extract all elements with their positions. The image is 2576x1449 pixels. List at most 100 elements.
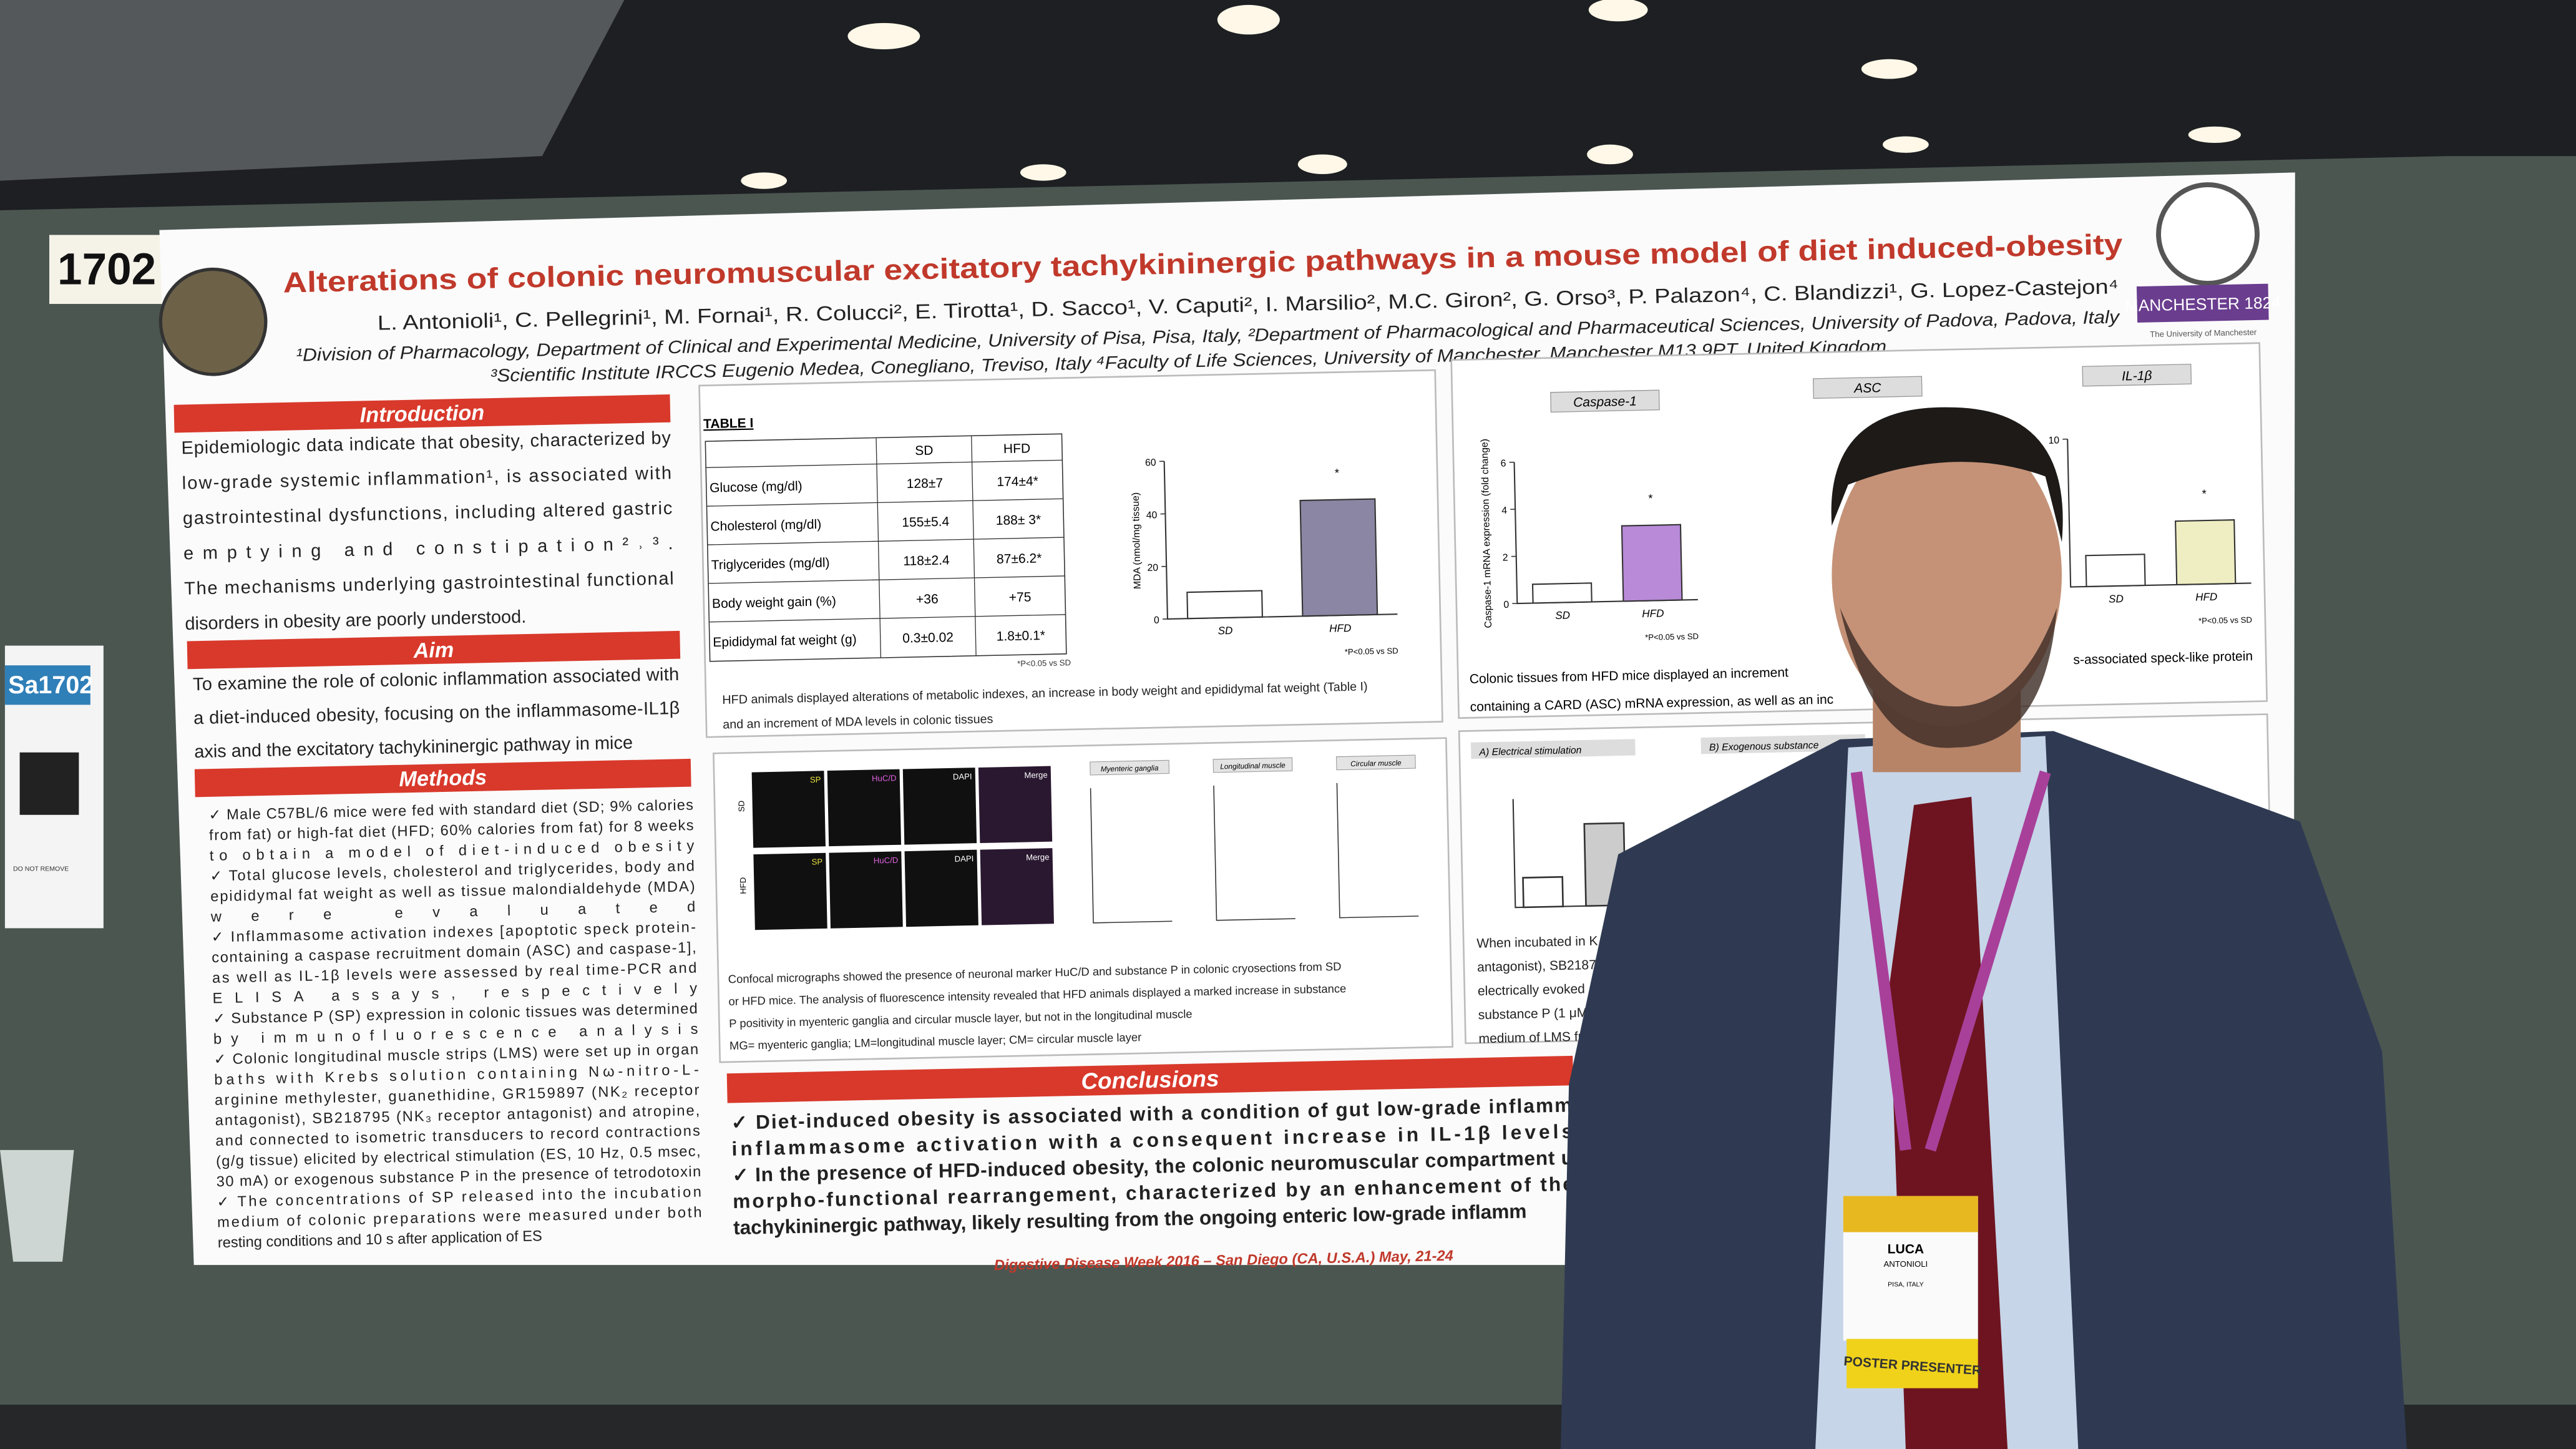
bar — [2175, 519, 2237, 586]
panel-label-box — [2082, 363, 2192, 387]
badge-band — [1843, 1196, 1978, 1232]
logo-box — [2136, 283, 2269, 323]
section: Conclusions — [726, 1055, 1574, 1103]
table-rule — [706, 498, 1063, 507]
channel-label: DAPI — [954, 854, 973, 864]
section: Introduction — [173, 394, 671, 433]
table-cell: 87±6.2* — [997, 551, 1042, 567]
university-seal — [159, 267, 268, 376]
y-tick-label: 60 — [1145, 457, 1156, 468]
table-cell: 174±4* — [997, 474, 1038, 489]
chart-title: Longitudinal muscle — [1220, 761, 1286, 771]
channel-label: HuC/D — [872, 773, 897, 783]
x-tick-label: SD — [1555, 610, 1570, 622]
y-tick-label: 0 — [1154, 615, 1159, 626]
table-cell: Body weight gain (%) — [712, 594, 836, 611]
text-line: antagonist), SB2187 — [1477, 958, 1596, 975]
channel-label: Merge — [1024, 770, 1048, 780]
axis — [1090, 788, 1173, 924]
il1b-chart: 10 SD HFD * *P<0.05 vs SD — [2048, 435, 2252, 625]
mda-chart: 0 20 40 60 MDA (nmol/mg tissue) SD HFD * *P<0.05… — [1131, 457, 1398, 656]
table-cell: Cholesterol (mg/dl) — [710, 517, 821, 534]
heading-bar — [194, 758, 691, 798]
bar — [1186, 590, 1264, 620]
bar — [1621, 524, 1683, 602]
light — [2188, 126, 2241, 144]
heading: Conclusions — [1081, 1066, 1219, 1095]
row-label: HFD — [738, 877, 748, 894]
chart-title: Myenteric ganglia — [1101, 763, 1159, 773]
table-rule — [709, 614, 1066, 623]
table-rule — [876, 437, 882, 658]
heading: Methods — [399, 766, 487, 791]
axis — [1336, 783, 1419, 919]
booth-number-card — [49, 235, 165, 305]
side-sign-note: DO NOT REMOVE — [13, 865, 69, 872]
table-caption: TABLE I — [703, 416, 754, 432]
text-line: electrically evoked — [1478, 982, 1585, 998]
chart-note: *P<0.05 vs SD — [1345, 646, 1398, 656]
micrograph — [753, 852, 827, 930]
text-line: medium of LMS fr — [1478, 1030, 1583, 1046]
table-cell: 155±5.4 — [902, 515, 950, 530]
light — [1861, 59, 1918, 79]
badge-last-name: ANTONIOLI — [1884, 1259, 1928, 1269]
table-rule — [971, 436, 977, 656]
qr-code — [19, 752, 79, 815]
table-cell: Triglycerides (mg/dl) — [711, 555, 829, 572]
side-sign-band — [4, 665, 90, 705]
ceiling-lights — [741, 0, 2241, 189]
bar — [1531, 582, 1593, 604]
y-tick-label: 10 — [2048, 435, 2059, 446]
panel-label: A) Electrical stimulation — [1478, 745, 1582, 758]
badge-first-name: LUCA — [1888, 1242, 1924, 1257]
bar — [2085, 554, 2146, 588]
section: Aim — [187, 630, 681, 670]
micrograph — [980, 848, 1054, 925]
bar — [1522, 876, 1564, 909]
micrograph — [904, 849, 978, 927]
table: SD HFD Glucose (mg/dl) 128±7 174±4* Cholester… — [705, 433, 1067, 662]
row-label: SD — [736, 801, 746, 812]
caspase-chart: 0 2 4 6 Caspase-1 mRNA expression (fold chan… — [1480, 439, 1699, 642]
y-tick-label: 20 — [1147, 563, 1158, 573]
university-seal-right — [2156, 182, 2260, 286]
table-cell: Epididymal fat weight (g) — [713, 632, 857, 650]
person: LUCA ANTONIOLI PISA, ITALY POSTER PRESEN… — [1561, 407, 2407, 1449]
axis — [1213, 785, 1295, 921]
micrograph — [978, 766, 1053, 844]
heading: Aim — [412, 638, 454, 663]
light — [1020, 164, 1066, 181]
panel-label-box — [1470, 739, 1636, 759]
x-tick-label: SD — [2109, 593, 2124, 605]
table-cell: 188± 3* — [996, 512, 1042, 528]
channel-label: Merge — [1026, 852, 1050, 862]
heading-bar — [726, 1055, 1574, 1103]
chart-title-box — [1090, 759, 1170, 776]
table-rule — [707, 537, 1064, 545]
section: Methods — [194, 758, 691, 798]
heading-bar — [187, 630, 681, 670]
y-tick-label: 6 — [1500, 458, 1506, 469]
table-header: SD — [915, 444, 934, 459]
micrograph — [902, 768, 977, 845]
aim-text: To examine the role of colonic inflammat… — [193, 665, 680, 762]
table-cell: Glucose (mg/dl) — [710, 479, 803, 495]
channel-label: SP — [810, 775, 821, 784]
face — [1832, 424, 2062, 726]
panel-label-box — [1550, 389, 1660, 413]
y-tick-label: 0 — [1503, 600, 1509, 610]
panel-label: ASC — [1853, 381, 1882, 396]
panel-label: Caspase-1 — [1573, 394, 1637, 410]
table-cell: +75 — [1008, 590, 1031, 605]
chart-title-box — [1212, 757, 1293, 773]
light — [1588, 0, 1648, 22]
significance: * — [2202, 487, 2207, 500]
booth-number: 1702 — [57, 245, 156, 294]
lanyard — [1850, 770, 2051, 1152]
heading: Introduction — [359, 401, 484, 427]
x-tick-label: SD — [1217, 625, 1232, 637]
side-sign-code: Sa1702 — [8, 671, 93, 699]
hair — [1831, 407, 2063, 542]
table-cell: 0.3±0.02 — [902, 630, 954, 646]
